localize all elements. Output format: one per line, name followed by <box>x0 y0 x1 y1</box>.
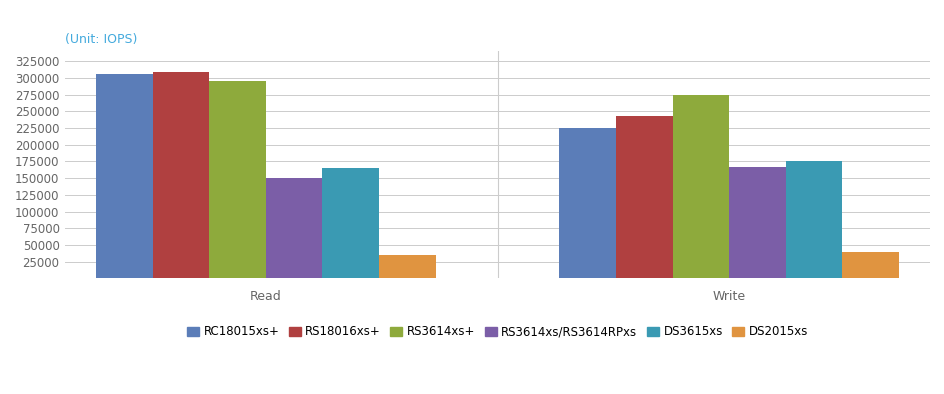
Bar <box>672 95 729 279</box>
Bar <box>615 116 672 279</box>
Bar <box>559 128 615 279</box>
Bar <box>379 255 435 279</box>
Text: (Unit: IOPS): (Unit: IOPS) <box>65 33 137 46</box>
Bar <box>322 168 379 279</box>
Legend: RC18015xs+, RS18016xs+, RS3614xs+, RS3614xs/RS3614RPxs, DS3615xs, DS2015xs: RC18015xs+, RS18016xs+, RS3614xs+, RS361… <box>182 321 812 343</box>
Bar <box>785 162 842 279</box>
Bar <box>729 167 785 279</box>
Bar <box>96 74 152 279</box>
Bar <box>265 178 322 279</box>
Bar <box>842 252 898 279</box>
Bar <box>152 72 209 279</box>
Bar <box>209 80 265 279</box>
